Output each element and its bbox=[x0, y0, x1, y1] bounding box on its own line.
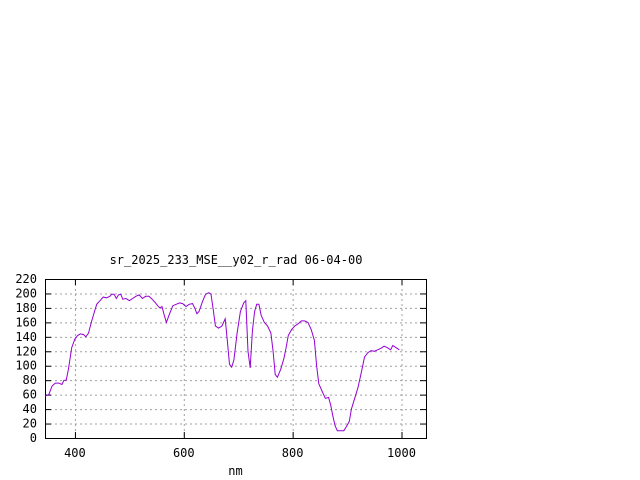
y-tick-label: 160 bbox=[15, 315, 37, 329]
y-tick-label: 20 bbox=[23, 417, 37, 431]
x-tick-label: 400 bbox=[64, 446, 86, 460]
y-tick-label: 100 bbox=[15, 359, 37, 373]
y-tick-label: 140 bbox=[15, 330, 37, 344]
y-tick-label: 80 bbox=[23, 373, 37, 387]
x-tick-label: 600 bbox=[173, 446, 195, 460]
y-tick-label: 180 bbox=[15, 301, 37, 315]
chart-title: sr_2025_233_MSE__y02_r_rad 06-04-00 bbox=[110, 253, 363, 267]
x-tick-label: 1000 bbox=[387, 446, 416, 460]
x-tick-label: 800 bbox=[282, 446, 304, 460]
y-tick-label: 200 bbox=[15, 286, 37, 300]
y-tick-label: 0 bbox=[30, 431, 37, 445]
y-tick-label: 120 bbox=[15, 344, 37, 358]
y-tick-label: 40 bbox=[23, 402, 37, 416]
axes bbox=[45, 279, 427, 439]
series-layer bbox=[44, 292, 400, 432]
plot-frame bbox=[45, 279, 427, 439]
x-axis-label: nm bbox=[228, 464, 242, 478]
grid bbox=[45, 279, 426, 438]
y-tick-label: 220 bbox=[15, 272, 37, 286]
series-line bbox=[44, 292, 400, 432]
y-tick-label: 60 bbox=[23, 388, 37, 402]
